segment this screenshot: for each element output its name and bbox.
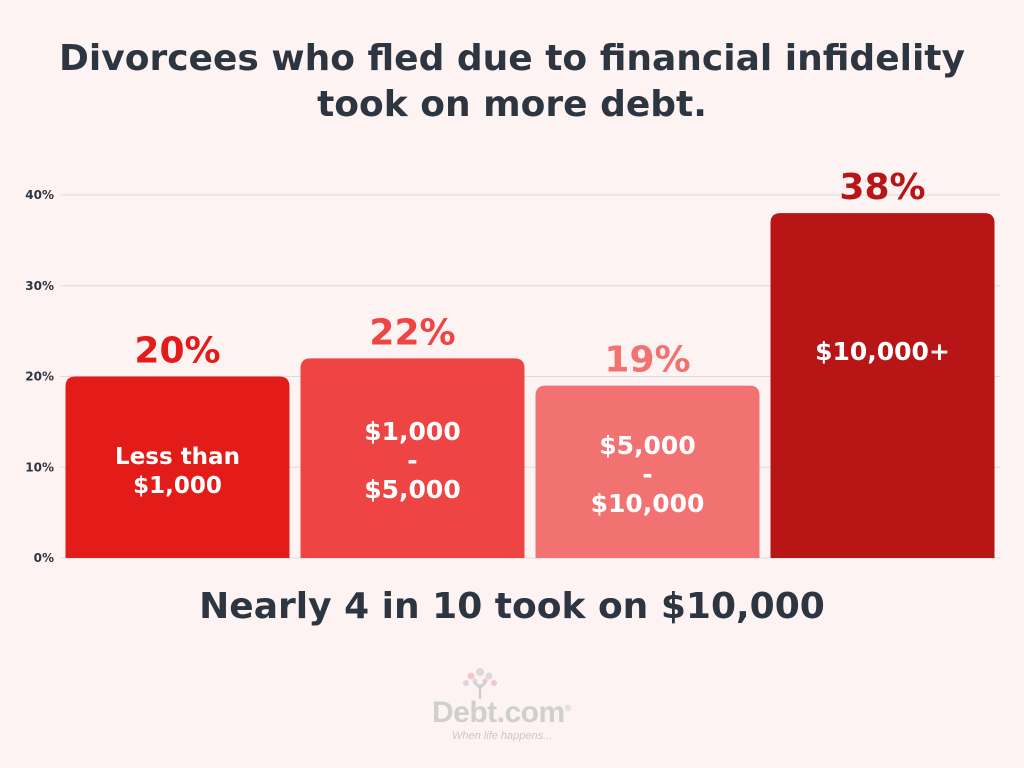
title-line-1: Divorcees who fled due to financial infi…: [59, 38, 965, 79]
category-label-2-0: $5,000: [599, 431, 695, 460]
chart-footer: Nearly 4 in 10 took on $10,000: [199, 586, 825, 627]
value-label-3: 38%: [839, 167, 925, 208]
y-tick-label-4: 40%: [25, 188, 54, 202]
bar-2: [535, 385, 760, 558]
logo-tagline: When life happens...: [452, 730, 553, 742]
bar-chart: 0% 10% 20% 30% 40% 20% Less than $1,000 22% $1,00…: [25, 167, 1000, 565]
category-label-0-0: Less than: [115, 444, 240, 470]
category-label-2-1: -: [642, 460, 652, 489]
category-label-1-0: $1,000: [364, 417, 460, 446]
category-label-2-2: $10,000: [591, 489, 705, 518]
bar-0: [65, 376, 290, 558]
y-tick-label-3: 30%: [25, 279, 54, 293]
title-line-2: took on more debt.: [317, 84, 707, 125]
logo-registered-mark: ®: [564, 703, 572, 713]
tree-icon: [463, 668, 497, 699]
y-tick-label-0: 0%: [34, 551, 54, 565]
category-label-1-1: -: [407, 446, 417, 475]
value-label-2: 19%: [604, 340, 690, 381]
bar-3: [770, 213, 995, 558]
debt-com-logo: Debt.com® When life happens...: [432, 664, 594, 744]
category-label-1-2: $5,000: [364, 475, 460, 504]
category-label-3-0: $10,000+: [815, 337, 950, 366]
category-label-0-1: $1,000: [133, 473, 222, 499]
y-tick-label-2: 20%: [25, 370, 54, 384]
logo-name: Debt.com: [432, 696, 565, 729]
value-label-0: 20%: [134, 331, 220, 372]
chart-title: Divorcees who fled due to financial infi…: [0, 36, 1024, 128]
y-tick-label-1: 10%: [25, 460, 54, 474]
value-label-1: 22%: [369, 312, 455, 353]
bar-1: [300, 358, 525, 558]
